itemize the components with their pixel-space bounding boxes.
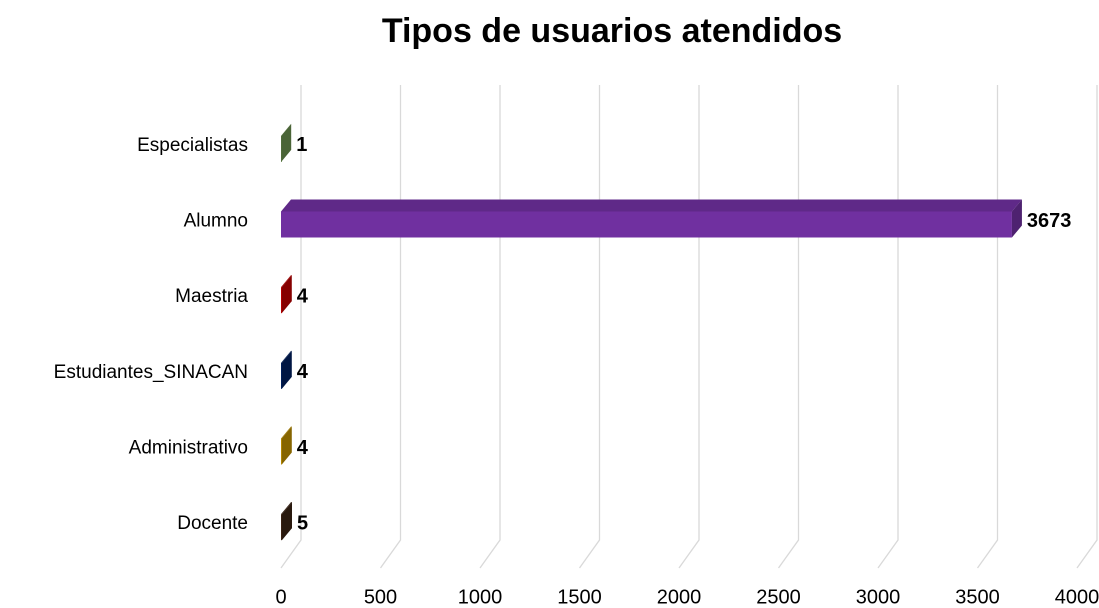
bar-front bbox=[281, 514, 282, 541]
grid-line bbox=[976, 85, 999, 569]
bar-front bbox=[281, 362, 282, 389]
bar-front bbox=[281, 438, 282, 465]
bar bbox=[281, 502, 292, 541]
x-tick-label: 500 bbox=[364, 586, 397, 608]
bar-top bbox=[281, 123, 292, 136]
bar-side bbox=[281, 350, 292, 389]
grid-line bbox=[1076, 85, 1098, 569]
bar bbox=[281, 123, 292, 162]
bar-side bbox=[281, 502, 292, 541]
chart-title: Tipos de usuarios atendidos bbox=[382, 12, 842, 50]
x-tick-label: 2500 bbox=[756, 586, 801, 608]
y-tick-label: Alumno bbox=[184, 211, 248, 232]
bar bbox=[281, 275, 292, 314]
data-label: 1 bbox=[296, 134, 307, 156]
bar-side bbox=[281, 123, 292, 162]
bar-top bbox=[281, 350, 292, 363]
bar bbox=[281, 426, 292, 465]
grid-line bbox=[379, 85, 402, 569]
bar-top bbox=[281, 199, 1022, 212]
y-tick-label: Maestria bbox=[175, 286, 248, 307]
data-label: 3673 bbox=[1027, 210, 1072, 232]
data-label: 4 bbox=[297, 361, 309, 383]
data-label: 5 bbox=[297, 512, 308, 534]
bar-side bbox=[281, 275, 292, 314]
x-tick-label: 3000 bbox=[856, 586, 901, 608]
x-tick-label: 0 bbox=[275, 586, 286, 608]
x-tick-label: 3500 bbox=[955, 586, 1000, 608]
y-tick-label: Especialistas bbox=[137, 135, 248, 156]
x-tick-label: 1000 bbox=[458, 586, 503, 608]
bar-side bbox=[1011, 199, 1022, 238]
bar-front bbox=[281, 287, 282, 314]
y-tick-label: Estudiantes_SINACAN bbox=[54, 362, 248, 383]
x-tick-label: 4000 bbox=[1055, 586, 1099, 608]
bar-front bbox=[281, 211, 1012, 238]
bar bbox=[281, 350, 292, 389]
grid-line bbox=[777, 85, 800, 569]
bar-top bbox=[281, 426, 292, 439]
y-tick-label: Administrativo bbox=[129, 438, 248, 459]
x-tick-label: 2000 bbox=[657, 586, 702, 608]
x-tick-label: 1500 bbox=[557, 586, 602, 608]
bar-side bbox=[281, 426, 292, 465]
bar-top bbox=[281, 275, 292, 288]
grid-line bbox=[479, 85, 501, 569]
bar-top bbox=[281, 502, 292, 515]
bar bbox=[281, 199, 1022, 238]
data-label: 4 bbox=[297, 437, 309, 459]
y-tick-label: Docente bbox=[177, 513, 248, 534]
grid-line bbox=[578, 85, 601, 569]
data-label: 4 bbox=[297, 285, 309, 307]
grid-line bbox=[678, 85, 700, 569]
grid-line bbox=[877, 85, 899, 569]
